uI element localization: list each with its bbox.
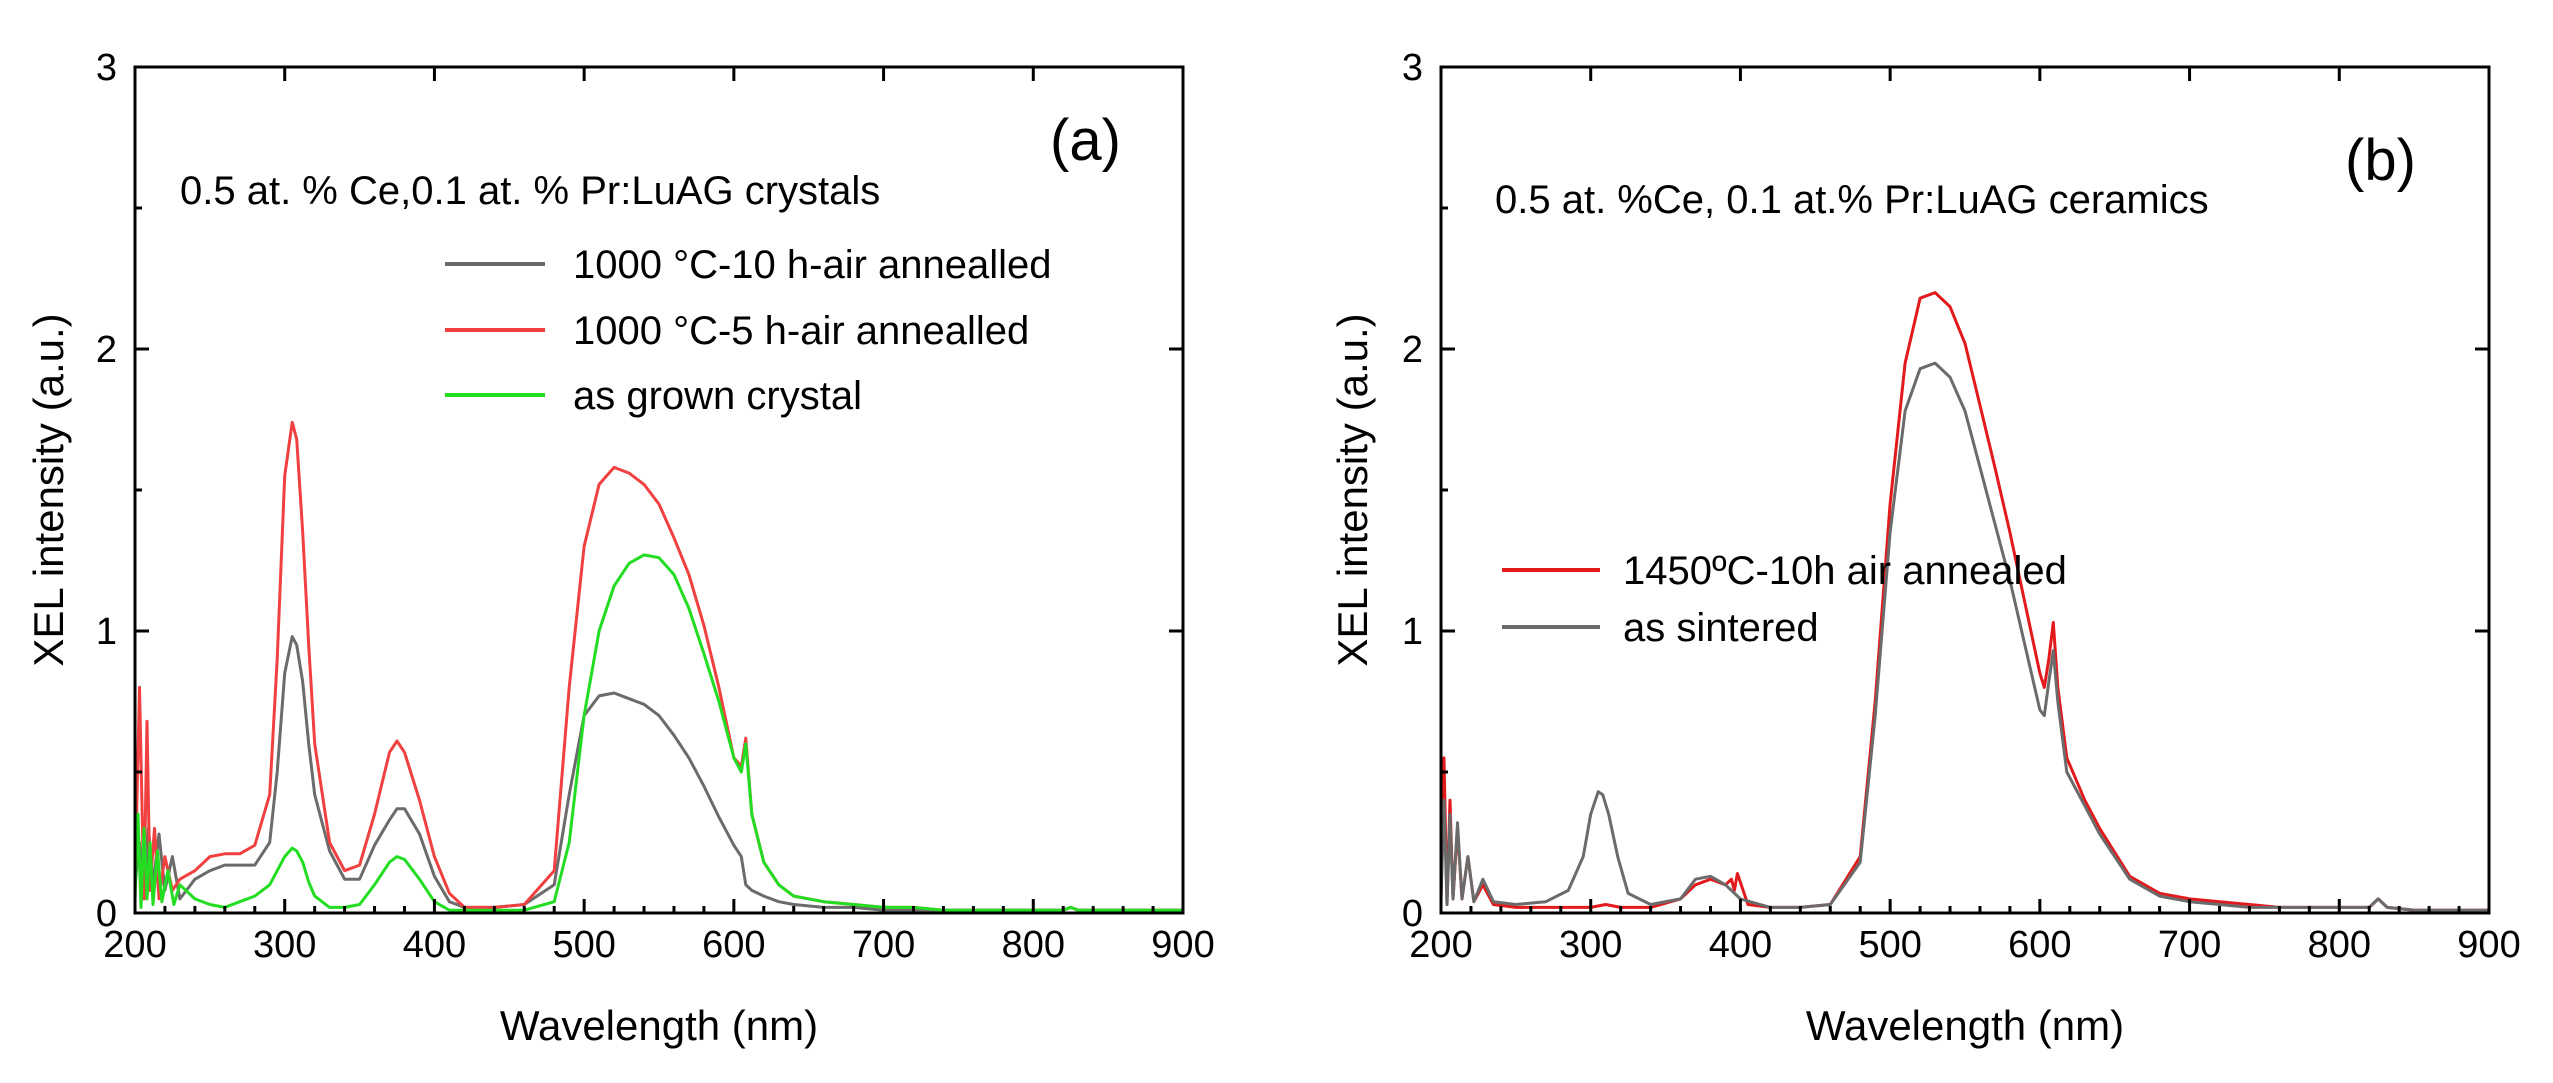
x-tick-label-200: 200 xyxy=(1409,924,1472,966)
sample-annotation: 0.5 at. %Ce, 0.1 at.% Pr:LuAG ceramics xyxy=(1495,178,2209,222)
legend-label-1: as sintered xyxy=(1623,606,1819,650)
legend-label-0: 1000 °C-10 h-air annealled xyxy=(573,243,1052,287)
x-tick-label-800: 800 xyxy=(1002,924,1065,966)
y-tick-label-3: 3 xyxy=(96,47,117,89)
y-tick-label-0: 0 xyxy=(1402,893,1423,935)
series-line-1 xyxy=(1439,361,2489,912)
x-tick-label-900: 900 xyxy=(1151,924,1214,966)
x-axis-title: Wavelength (nm) xyxy=(500,1002,818,1049)
x-tick-label-600: 600 xyxy=(2008,924,2071,966)
legend-label-1: 1000 °C-5 h-air annealled xyxy=(573,309,1029,353)
y-tick-label-2: 2 xyxy=(1402,329,1423,371)
panel-label: (a) xyxy=(1050,108,1121,173)
panel-b: 200 300 400 500 600 700 800 900 0 1 2 3 Wavelength … xyxy=(1329,47,2521,1049)
x-tick-label-600: 600 xyxy=(702,924,765,966)
x-tick-label-900: 900 xyxy=(2457,924,2520,966)
y-axis-title: XEL intensity (a.u.) xyxy=(25,313,72,666)
x-tick-label-300: 300 xyxy=(1559,924,1622,966)
y-tick-label-2: 2 xyxy=(96,329,117,371)
series-line-0 xyxy=(133,635,1183,912)
x-tick-label-800: 800 xyxy=(2308,924,2371,966)
x-tick-label-700: 700 xyxy=(852,924,915,966)
y-tick-label-1: 1 xyxy=(1402,611,1423,653)
tick-layer: 200 300 400 500 600 700 800 900 0 1 2 3 xyxy=(96,47,1215,966)
tick-layer: 200 300 400 500 600 700 800 900 0 1 2 3 xyxy=(1402,47,2521,966)
x-tick-label-400: 400 xyxy=(1709,924,1772,966)
panel-label: (b) xyxy=(2345,128,2416,193)
panel-a: 200 300 400 500 600 700 800 900 0 1 2 3 Wavelength … xyxy=(25,47,1215,1049)
x-tick-label-500: 500 xyxy=(1858,924,1921,966)
series-line-2 xyxy=(133,553,1183,912)
y-axis-title: XEL intensity (a.u.) xyxy=(1329,313,1376,666)
x-tick-label-500: 500 xyxy=(552,924,615,966)
series-layer xyxy=(133,420,1183,912)
legend-label-2: as grown crystal xyxy=(573,374,862,418)
y-tick-label-3: 3 xyxy=(1402,47,1423,89)
legend-label-0: 1450ºC-10h air annealed xyxy=(1623,549,2067,593)
series-line-0 xyxy=(1439,291,2489,912)
x-axis-title: Wavelength (nm) xyxy=(1806,1002,2124,1049)
sample-annotation: 0.5 at. % Ce,0.1 at. % Pr:LuAG crystals xyxy=(180,169,880,213)
series-layer xyxy=(1439,291,2489,912)
x-tick-label-200: 200 xyxy=(103,924,166,966)
y-tick-label-1: 1 xyxy=(96,611,117,653)
y-tick-label-0: 0 xyxy=(96,893,117,935)
series-line-1 xyxy=(133,420,1183,912)
legend: 1450ºC-10h air annealed as sintered xyxy=(1502,549,2067,650)
x-tick-label-700: 700 xyxy=(2158,924,2221,966)
legend: 1000 °C-10 h-air annealled 1000 °C-5 h-a… xyxy=(445,243,1052,418)
x-tick-label-300: 300 xyxy=(253,924,316,966)
x-tick-label-400: 400 xyxy=(403,924,466,966)
